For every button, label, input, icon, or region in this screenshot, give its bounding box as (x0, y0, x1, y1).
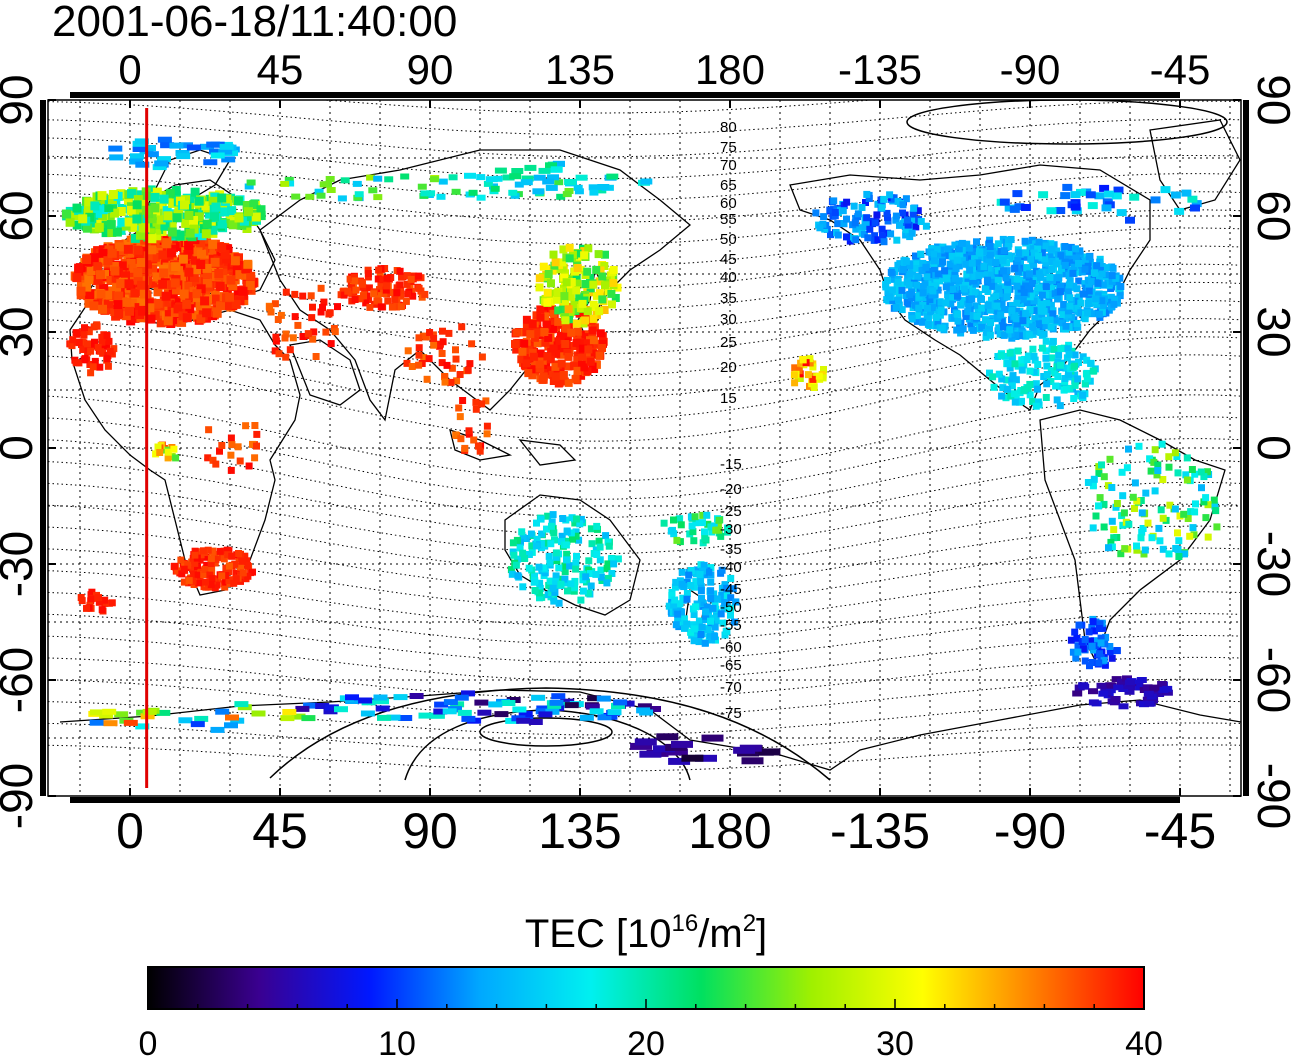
colorbar-tick-label: 20 (627, 1025, 665, 1057)
contour-label: -35 (720, 541, 742, 558)
contour-label: 70 (720, 157, 737, 174)
y-tick-right: -30 (1248, 531, 1292, 597)
magnetic-contours (48, 100, 1241, 781)
x-tick-bottom: 90 (402, 803, 458, 859)
contour-label: 20 (720, 359, 737, 376)
contour-label: -50 (720, 599, 742, 616)
contour-label: 35 (720, 290, 737, 307)
contour-label: 50 (720, 231, 737, 248)
colorbar-ticks: 0 10 20 30 40 (139, 999, 1163, 1057)
contour-label: -45 (720, 581, 742, 598)
y-tick-right: 30 (1248, 306, 1292, 357)
contour-label: -75 (720, 705, 742, 722)
y-tick-left: -30 (0, 531, 42, 597)
y-tick-left: 60 (0, 190, 42, 241)
colorbar-tick-label: 10 (378, 1025, 416, 1057)
x-tick-bottom: 0 (116, 803, 144, 859)
x-tick-top: 90 (407, 46, 454, 93)
x-tick-top: 45 (257, 46, 304, 93)
colorbar-label: TEC [1016/m2] (524, 910, 768, 957)
tec-data (61, 136, 1221, 765)
y-tick-left: 30 (0, 306, 42, 357)
contour-label: -40 (720, 559, 742, 576)
y-tick-right: -60 (1248, 647, 1292, 713)
x-tick-top: -90 (1000, 46, 1061, 93)
colorbar-tick-label: 40 (1125, 1025, 1163, 1057)
contour-label: 65 (720, 177, 737, 194)
contour-label: 80 (720, 119, 737, 136)
contour-label: -70 (720, 679, 742, 696)
contour-label: -20 (720, 481, 742, 498)
x-tick-bottom: -135 (830, 803, 930, 859)
x-tick-top: 180 (695, 46, 765, 93)
x-tick-labels-bottom: 0 45 90 135 180 -135 -90 -45 (116, 788, 1216, 859)
x-tick-bottom: -45 (1144, 803, 1216, 859)
x-tick-top: -135 (838, 46, 922, 93)
contour-label: -15 (720, 456, 742, 473)
contour-label: -60 (720, 639, 742, 656)
y-tick-right: 0 (1248, 435, 1292, 461)
y-tick-left: -90 (0, 763, 42, 829)
contour-label: 40 (720, 269, 737, 286)
y-tick-right: 60 (1248, 190, 1292, 241)
y-tick-left: -60 (0, 647, 42, 713)
y-tick-left: 90 (0, 74, 42, 125)
y-tick-right: 90 (1248, 74, 1292, 125)
contour-label: -30 (720, 521, 742, 538)
contour-label: 15 (720, 390, 737, 407)
colorbar-tick-label: 30 (876, 1025, 914, 1057)
x-tick-top: 135 (545, 46, 615, 93)
x-tick-bottom: -90 (994, 803, 1066, 859)
x-tick-top: -45 (1150, 46, 1211, 93)
contour-label: 45 (720, 251, 737, 268)
colorbar-tick-label: 0 (139, 1025, 158, 1057)
contour-label: -25 (720, 503, 742, 520)
contour-label: 75 (720, 139, 737, 156)
contour-label: 25 (720, 334, 737, 351)
contour-label: -65 (720, 657, 742, 674)
x-tick-bottom: 45 (252, 803, 308, 859)
y-tick-labels-right: 90 60 30 0 -30 -60 -90 (1233, 74, 1292, 829)
y-tick-labels-left: 90 60 30 0 -30 -60 -90 (0, 74, 56, 829)
contour-label: 30 (720, 311, 737, 328)
x-tick-bottom: 180 (688, 803, 771, 859)
x-tick-bottom: 135 (538, 803, 621, 859)
frame-bars (40, 92, 1249, 803)
contour-label: 55 (720, 211, 737, 228)
contour-label: -55 (720, 617, 742, 634)
y-tick-left: 0 (0, 435, 42, 461)
x-tick-labels-top: 0 45 90 135 180 -135 -90 -45 (118, 46, 1210, 108)
map-title: 2001-06-18/11:40:00 (52, 0, 458, 46)
y-tick-right: -90 (1248, 763, 1292, 829)
x-tick-top: 0 (118, 46, 141, 93)
contour-label: 60 (720, 195, 737, 212)
